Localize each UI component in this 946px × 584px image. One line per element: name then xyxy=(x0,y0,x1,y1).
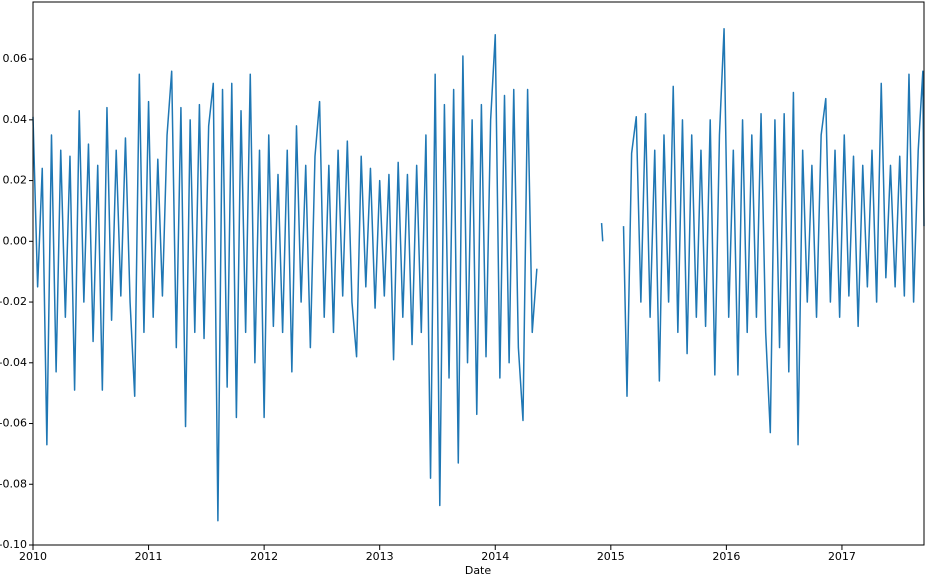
line-series xyxy=(32,27,925,522)
x-axis-label: Date xyxy=(465,564,492,577)
y-tick-label: -0.06 xyxy=(0,417,27,430)
x-tick-label: 2011 xyxy=(135,550,163,563)
x-tick-label: 2014 xyxy=(481,550,509,563)
x-tick-label: 2016 xyxy=(712,550,740,563)
y-tick-label: -0.02 xyxy=(0,295,27,308)
y-tick-label: 0.02 xyxy=(3,174,28,187)
y-tick-label: 0.00 xyxy=(3,234,28,247)
y-tick-label: -0.10 xyxy=(0,538,27,551)
y-tick-label: 0.06 xyxy=(3,52,28,65)
plot-frame xyxy=(32,1,925,546)
x-tick-label: 2013 xyxy=(366,550,394,563)
y-tick-label: -0.04 xyxy=(0,356,27,369)
x-tick-label: 2015 xyxy=(597,550,625,563)
y-tick-label: 0.04 xyxy=(3,113,28,126)
x-tick-label: 2012 xyxy=(250,550,278,563)
y-tick-label: -0.08 xyxy=(0,477,27,490)
x-tick-label: 2010 xyxy=(19,550,47,563)
x-tick-label: 2017 xyxy=(828,550,856,563)
